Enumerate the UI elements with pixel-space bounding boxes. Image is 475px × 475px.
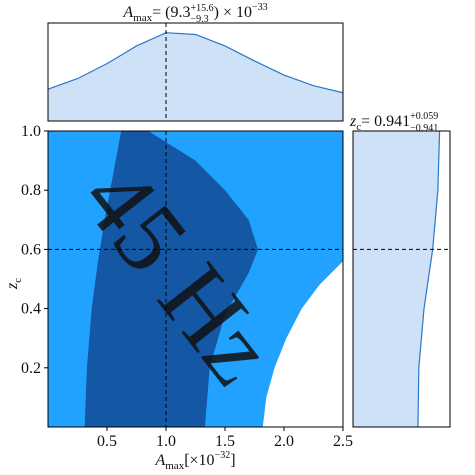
frame — [352, 130, 451, 428]
label-part: c — [356, 121, 361, 133]
label-part: +15.6 — [190, 3, 213, 14]
x-tick-label: 2.5 — [333, 433, 353, 450]
y-tick-label: 0.8 — [21, 182, 41, 199]
label-part: −0.941 — [410, 123, 438, 134]
label-part: +0.059 — [410, 111, 438, 122]
x-tick-label: 1.0 — [156, 433, 176, 450]
math-label: zc — [4, 278, 24, 290]
y-tick-label: 0.6 — [21, 241, 41, 258]
y-tick-label: 1.0 — [21, 123, 41, 140]
x-tick-label: 2.0 — [274, 433, 294, 450]
label-part: = 0.941 — [361, 113, 410, 130]
y-tick-label: 0.4 — [21, 301, 41, 318]
label-part: max — [165, 460, 184, 472]
label-part: ] — [230, 452, 235, 469]
top-marginal — [47, 22, 344, 122]
main-panel: 45 Hz0.5 1.0 1.5 2.0 2.50.20.40.60.81.0 — [21, 123, 353, 450]
label-part: = (9.3 — [152, 4, 190, 21]
contour-region — [84, 131, 259, 427]
label-part: −9.3 — [190, 14, 208, 25]
label-part: −32 — [215, 450, 231, 461]
label-part: z — [4, 282, 21, 290]
top-density-fill — [48, 32, 343, 121]
label-part: ) × 10 — [214, 4, 252, 21]
side-marginal — [352, 130, 451, 428]
x-tick-label: 1.5 — [215, 433, 235, 450]
label-part: z — [349, 113, 357, 130]
label-part: [×10 — [184, 452, 214, 469]
label-part: A — [154, 452, 165, 469]
frame — [47, 22, 344, 122]
side-density-fill — [353, 131, 440, 427]
top-density-line — [47, 32, 344, 94]
y-tick-label: 0.2 — [21, 360, 41, 377]
side-density-line — [417, 130, 441, 428]
label-part: A — [122, 4, 133, 21]
label-part: c — [12, 278, 24, 283]
label-part: max — [133, 12, 152, 24]
x-tick-label: 0.5 — [97, 433, 117, 450]
frame — [47, 130, 344, 428]
contour-region — [262, 261, 343, 427]
label-part: −33 — [252, 2, 268, 13]
